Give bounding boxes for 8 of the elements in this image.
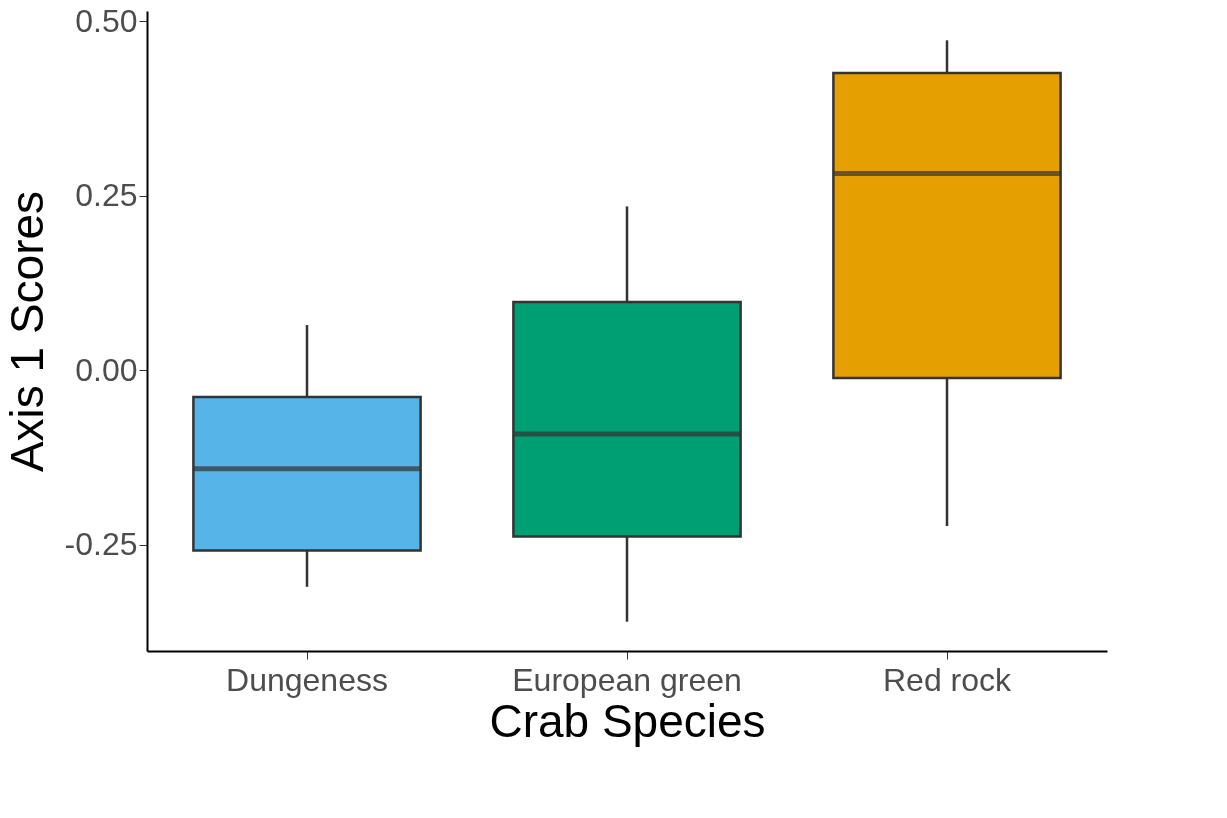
y-tick-label: -0.25	[64, 526, 138, 563]
y-axis-title: Axis 1 Scores	[0, 190, 53, 473]
y-tick-label: 0.25	[75, 177, 138, 214]
x-tick-label: Dungeness	[226, 661, 388, 698]
x-tick-label: Red rock	[882, 661, 1013, 698]
y-tick-label: 0.00	[75, 351, 138, 388]
x-tick-label: European green	[512, 661, 742, 698]
y-tick-label: 0.50	[75, 2, 138, 39]
